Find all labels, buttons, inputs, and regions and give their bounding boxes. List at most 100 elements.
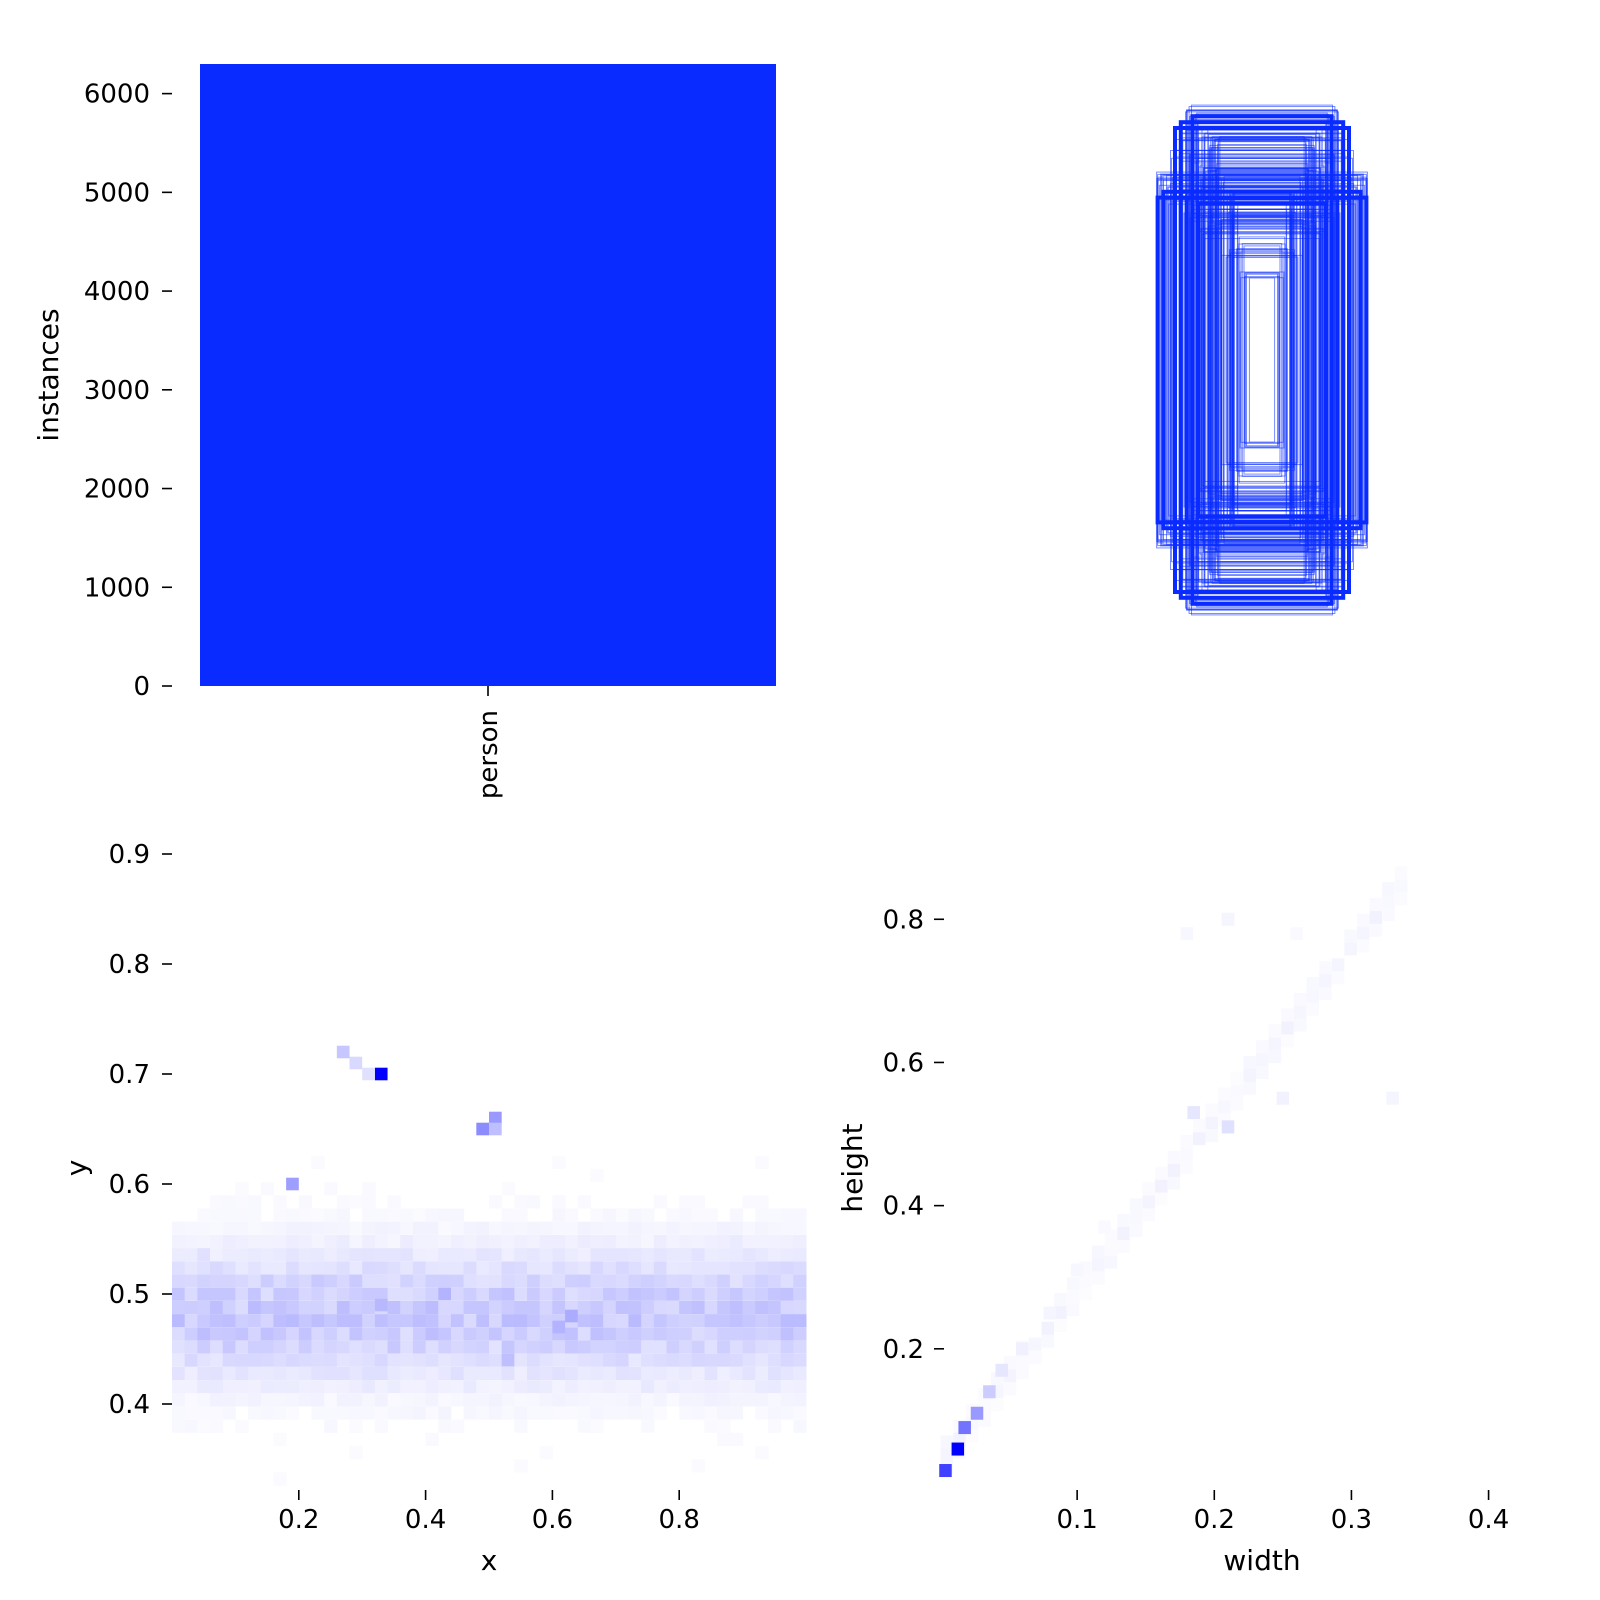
heatmap-cell: [362, 1261, 376, 1275]
heatmap-cell: [704, 1234, 718, 1248]
heatmap-cell: [273, 1234, 287, 1248]
heatmap-cell: [653, 1195, 668, 1209]
heatmap-cell: [400, 1380, 414, 1394]
heatmap-cell: [298, 1366, 312, 1380]
heatmap-cell: [653, 1234, 668, 1248]
heatmap-cell: [704, 1419, 718, 1433]
heatmap-cell: [463, 1287, 477, 1301]
heatmap-cell: [298, 1327, 312, 1341]
heatmap-cell: [425, 1208, 439, 1222]
heatmap-cell: [286, 1234, 300, 1248]
heatmap-cell: [552, 1195, 566, 1209]
heatmap-cell: [539, 1300, 553, 1314]
heatmap-cell: [704, 1248, 718, 1262]
heatmap-cell: [641, 1287, 655, 1301]
heatmap-cell: [603, 1248, 617, 1262]
heatmap-cell: [514, 1274, 528, 1288]
heatmap-cell: [197, 1208, 211, 1222]
heatmap-cell: [425, 1221, 439, 1235]
heatmap-cell: [387, 1195, 401, 1209]
heatmap-cell: [679, 1287, 693, 1301]
heatmap-cell: [463, 1327, 477, 1341]
heatmap-cell: [666, 1287, 680, 1301]
heatmap-cell: [438, 1393, 452, 1407]
heatmap-cell: [793, 1221, 807, 1235]
heatmap-cell: [286, 1353, 300, 1367]
heatmap-cell: [615, 1366, 629, 1380]
heatmap-cell: [742, 1248, 756, 1262]
heatmap-cell: [400, 1261, 414, 1275]
heatmap-cell: [349, 1327, 363, 1341]
heatmap-cell: [691, 1393, 706, 1407]
heatmap-cell: [577, 1221, 591, 1235]
heatmap-cell: [210, 1274, 224, 1288]
heatmap-cell: [172, 1419, 186, 1433]
heatmap-cell: [717, 1366, 731, 1380]
heatmap-cell: [1142, 1182, 1155, 1196]
heatmap-cell: [767, 1248, 782, 1262]
heatmap-cell: [1016, 1366, 1029, 1380]
heatmap-cell: [476, 1248, 490, 1262]
heatmap-cell: [1394, 892, 1408, 906]
heatmap-cell: [210, 1366, 224, 1380]
heatmap-cell: [425, 1234, 439, 1248]
xy-heatmap-panel: 0.2 0.4 0.6 0.8 0.4 0.5 0.6 0.7 0.8 0.9 x y: [60, 840, 807, 1577]
heatmap-cell: [603, 1300, 617, 1314]
heatmap-cell: [1167, 1150, 1181, 1164]
heatmap-cell: [767, 1393, 782, 1407]
heatmap-cell: [691, 1195, 706, 1209]
heatmap-cell: [450, 1380, 465, 1394]
heatmap-cell: [590, 1327, 604, 1341]
heatmap-cell: [527, 1406, 541, 1420]
heatmap-cell: [1129, 1198, 1143, 1212]
heatmap-cell: [400, 1406, 414, 1420]
heatmap-cell: [793, 1234, 807, 1248]
heatmap-cell: [222, 1353, 236, 1367]
heatmap-hotspot: [1276, 1091, 1290, 1105]
heatmap-hotspot: [349, 1056, 363, 1070]
heatmap-cell: [653, 1393, 668, 1407]
y-tick-label: 0.6: [109, 1170, 150, 1200]
heatmap-cell: [767, 1340, 782, 1354]
heatmap-cell: [184, 1261, 198, 1275]
heatmap-cell: [1356, 913, 1370, 927]
heatmap-cell: [1079, 1274, 1092, 1288]
heatmap-cell: [438, 1353, 452, 1367]
heatmap-cell: [679, 1340, 693, 1354]
heatmap-cell: [1243, 1068, 1256, 1082]
heatmap-cell: [565, 1353, 579, 1367]
heatmap-cell: [400, 1234, 414, 1248]
heatmap-cell: [260, 1300, 274, 1314]
heatmap-cell: [780, 1208, 794, 1222]
heatmap-cell: [184, 1366, 198, 1380]
heatmap-cell: [463, 1221, 477, 1235]
heatmap-cell: [793, 1261, 807, 1275]
heatmap-cell: [336, 1287, 351, 1301]
heatmap-cell: [260, 1380, 274, 1394]
heatmap-cell: [286, 1340, 300, 1354]
heatmap-cell: [311, 1353, 325, 1367]
heatmap-cell: [1394, 879, 1408, 893]
heatmap-cell: [1382, 895, 1395, 909]
heatmap-cell: [184, 1406, 198, 1420]
bbox-outline: [1228, 249, 1296, 471]
x-axis-label: width: [1223, 1544, 1300, 1577]
bbox-outline: [1222, 181, 1302, 539]
heatmap-cell: [273, 1195, 287, 1209]
bbox-outline: [1183, 212, 1341, 508]
heatmap-cell: [717, 1406, 731, 1420]
heatmap-cell: [780, 1366, 794, 1380]
heatmap-hotspot: [1386, 1091, 1399, 1105]
heatmap-cell: [463, 1353, 477, 1367]
heatmap-cell: [489, 1366, 503, 1380]
heatmap-cell: [717, 1380, 731, 1394]
heatmap-cell: [450, 1366, 465, 1380]
heatmap-cell: [349, 1406, 363, 1420]
heatmap-cell: [400, 1353, 414, 1367]
heatmap-cell: [374, 1248, 389, 1262]
heatmap-cell: [324, 1406, 338, 1420]
heatmap-cell: [412, 1274, 427, 1288]
heatmap-cell: [1180, 1135, 1193, 1149]
heatmap-cell: [628, 1393, 642, 1407]
